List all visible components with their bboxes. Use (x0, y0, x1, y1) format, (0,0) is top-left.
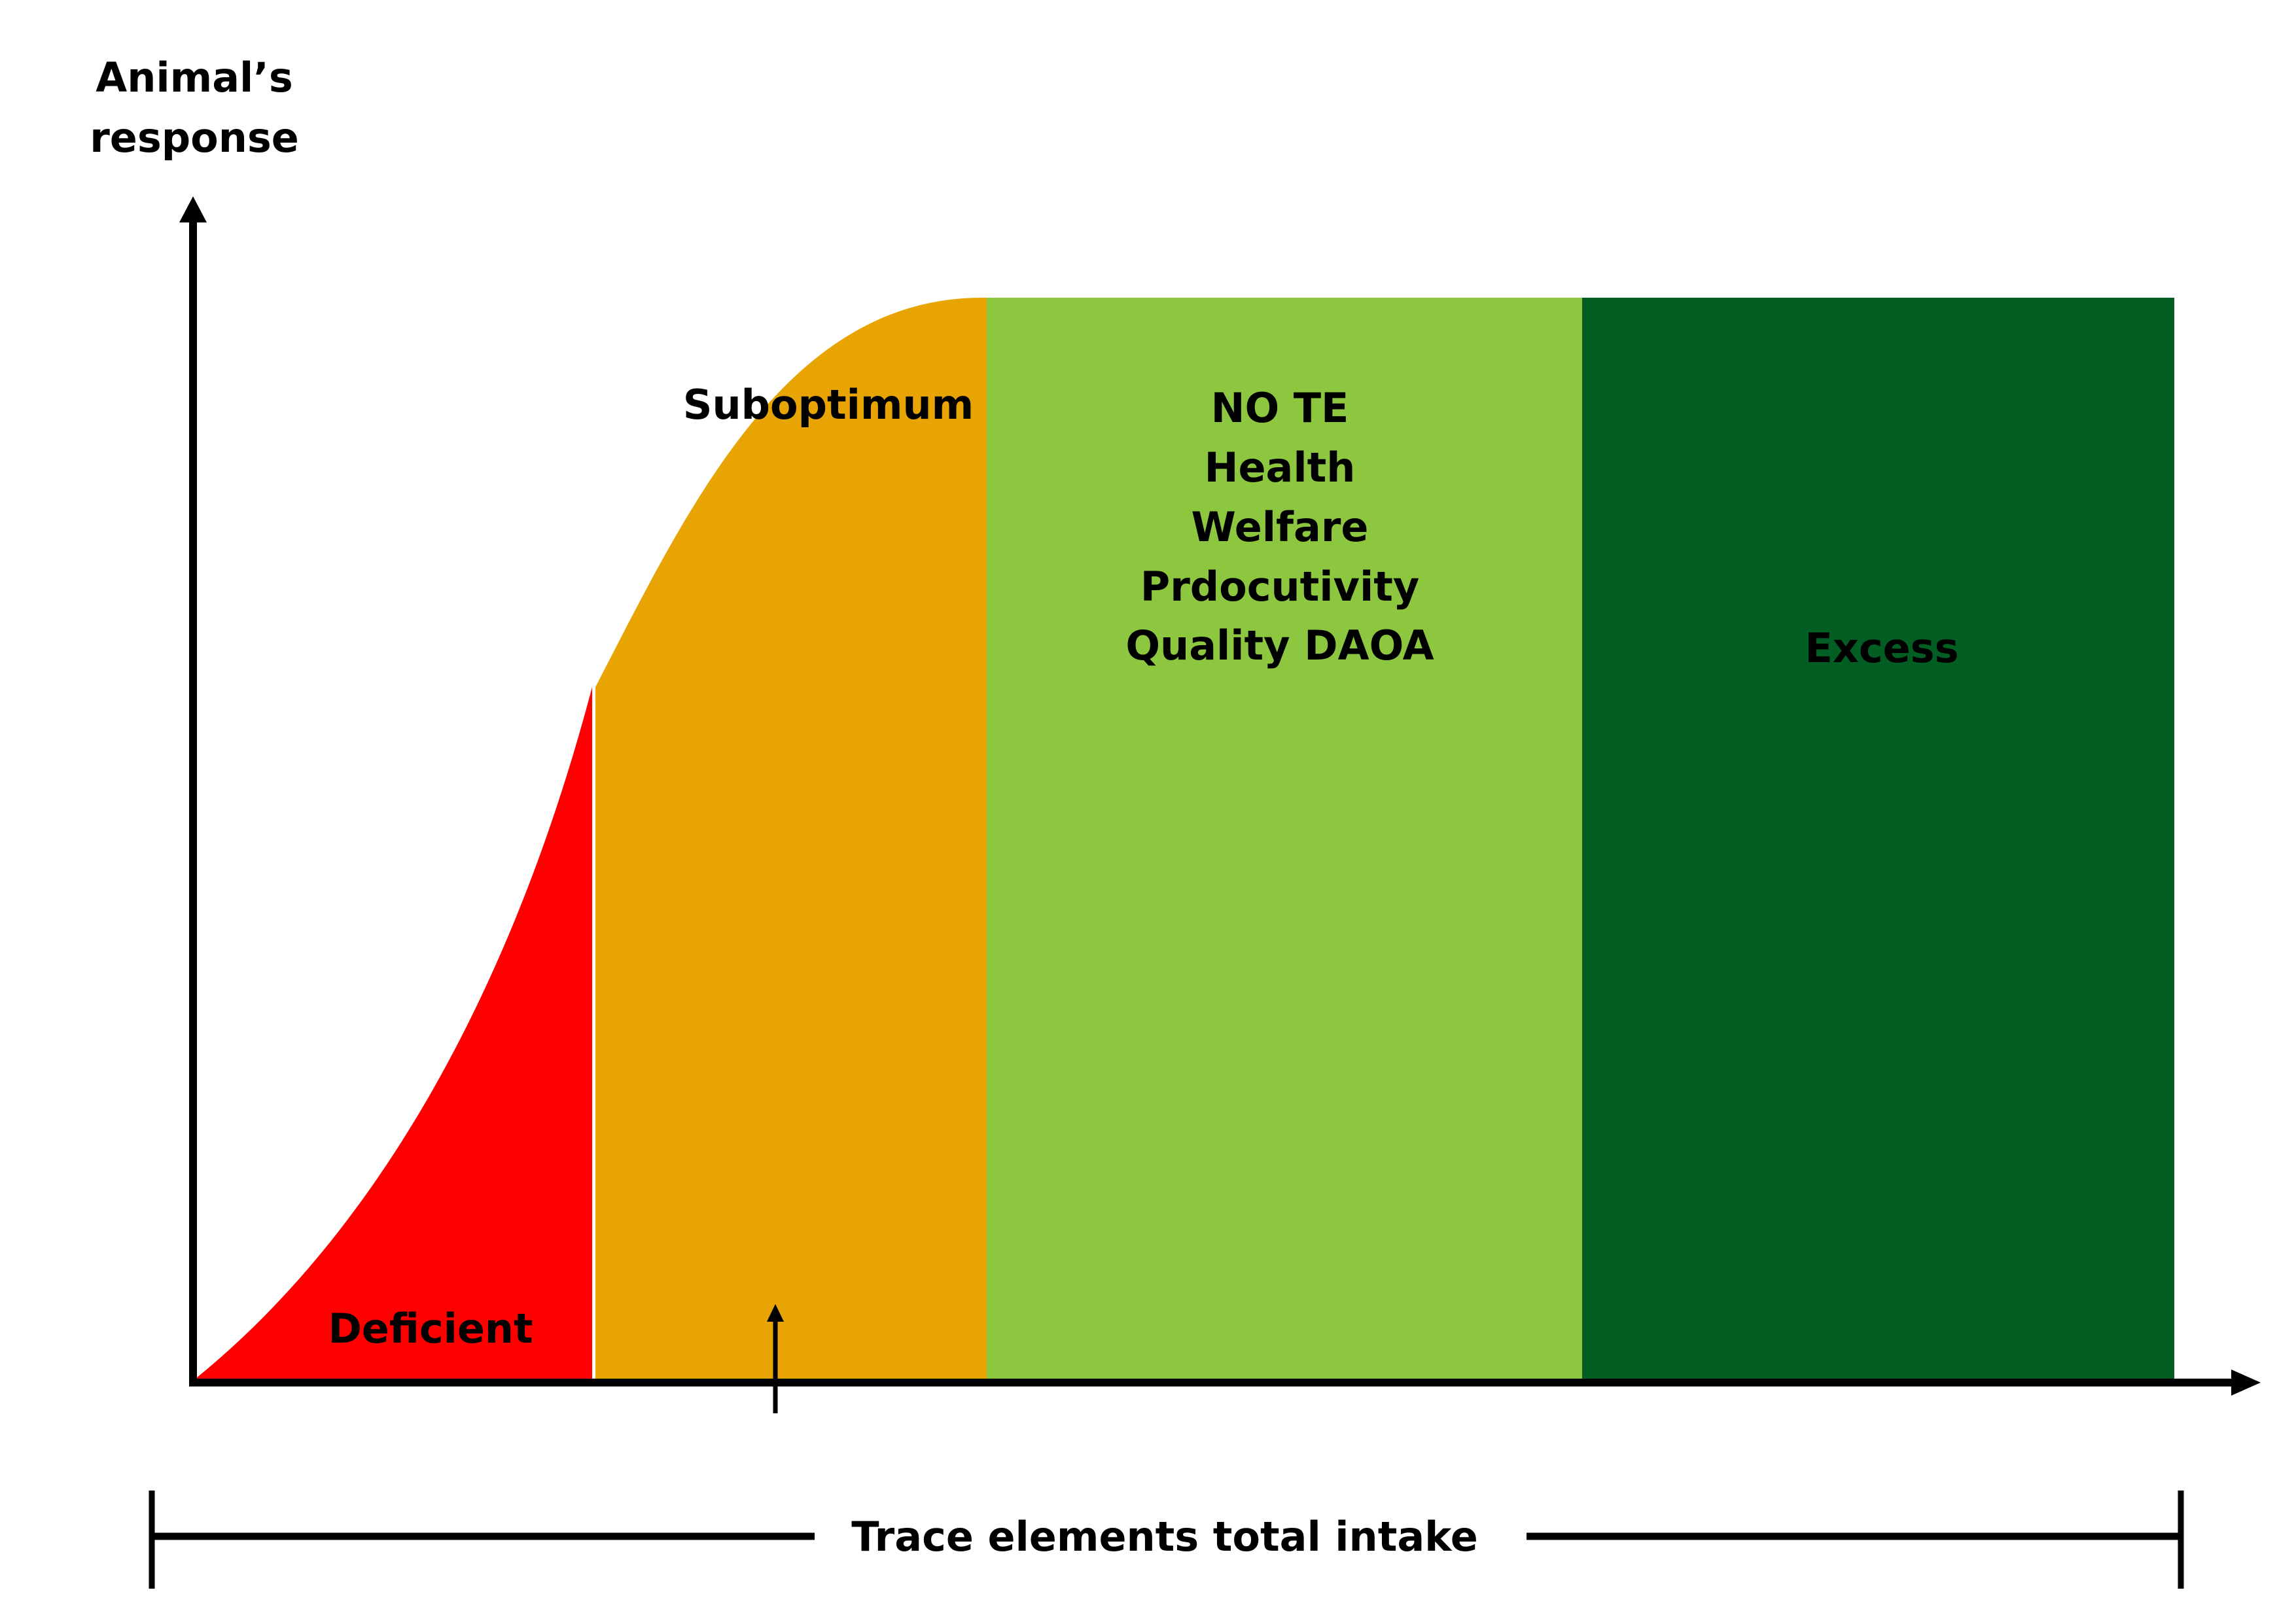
y-axis-label-line1: Animal’s (96, 54, 293, 101)
y-axis-label-line2: response (90, 114, 299, 162)
y-axis-arrowhead (179, 196, 207, 222)
excess-label: Excess (1805, 624, 1959, 672)
x-axis-label: Trace elements total intake (851, 1513, 1478, 1561)
optimum-label-line2: Health (1205, 444, 1356, 491)
excess-zone (1582, 298, 2174, 1381)
optimum-label-line1: NO TE (1211, 384, 1349, 432)
optimum-zone (987, 298, 1582, 1381)
optimum-label-line5: Quality DAOA (1125, 622, 1434, 669)
marker-arrowhead (767, 1304, 784, 1322)
optimum-label-line4: Prdocutivity (1140, 563, 1420, 610)
optimum-label-line3: Welfare (1192, 503, 1369, 551)
deficient-label: Deficient (328, 1305, 533, 1352)
suboptimum-zone (595, 298, 987, 1381)
suboptimum-label: Suboptimum (683, 381, 974, 429)
x-axis-arrowhead (2231, 1369, 2261, 1396)
deficient-zone (193, 687, 592, 1381)
